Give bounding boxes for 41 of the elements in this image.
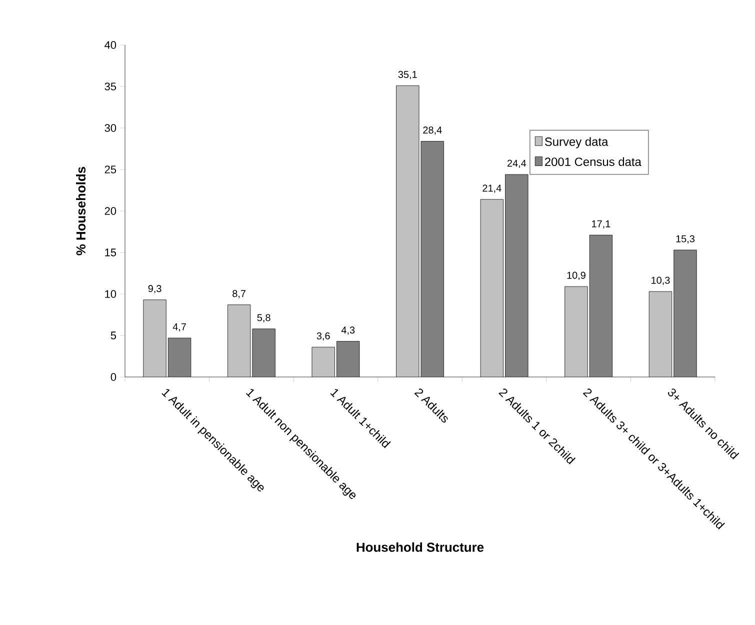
data-label: 15,3 — [676, 235, 694, 244]
legend-label: 2001 Census data — [545, 157, 642, 166]
bar — [312, 347, 335, 377]
bar — [421, 141, 444, 377]
bar — [143, 300, 166, 377]
y-tick-label: 20 — [104, 207, 116, 215]
y-tick-label: 30 — [104, 124, 116, 132]
data-label: 8,7 — [232, 290, 246, 298]
bar — [648, 291, 672, 377]
data-label: 9,3 — [148, 285, 162, 294]
bar — [505, 174, 528, 377]
bar — [480, 199, 504, 377]
data-label: 28,4 — [423, 126, 442, 135]
bar — [564, 286, 588, 377]
y-tick-label: 15 — [105, 248, 116, 256]
y-tick-label: 0 — [110, 373, 116, 381]
y-tick-label: 5 — [110, 332, 116, 340]
data-label: 4,7 — [172, 323, 186, 332]
data-label: 10,9 — [567, 272, 586, 280]
data-label: 3,6 — [316, 332, 330, 341]
bar — [228, 304, 250, 377]
bar — [252, 328, 276, 377]
y-axis-title: % Households — [76, 166, 86, 256]
data-label: 10,3 — [652, 276, 670, 285]
bar — [168, 338, 191, 377]
x-axis-title: Household Structure — [356, 542, 484, 552]
data-label: 24,4 — [507, 160, 526, 168]
bar — [590, 235, 612, 377]
y-tick-label: 10 — [105, 290, 116, 298]
legend-label: Survey data — [544, 137, 608, 148]
bar — [674, 250, 697, 377]
y-tick-label: 25 — [104, 166, 116, 174]
data-label: 4,3 — [341, 326, 355, 335]
data-label: 5,8 — [257, 314, 270, 322]
bar — [396, 86, 420, 377]
data-label: 35,1 — [398, 70, 417, 80]
y-tick-label: 40 — [104, 41, 116, 49]
data-label: 21,4 — [482, 184, 502, 193]
y-tick-label: 35 — [104, 82, 116, 90]
data-label: 17,1 — [592, 220, 610, 229]
bar — [336, 341, 360, 377]
